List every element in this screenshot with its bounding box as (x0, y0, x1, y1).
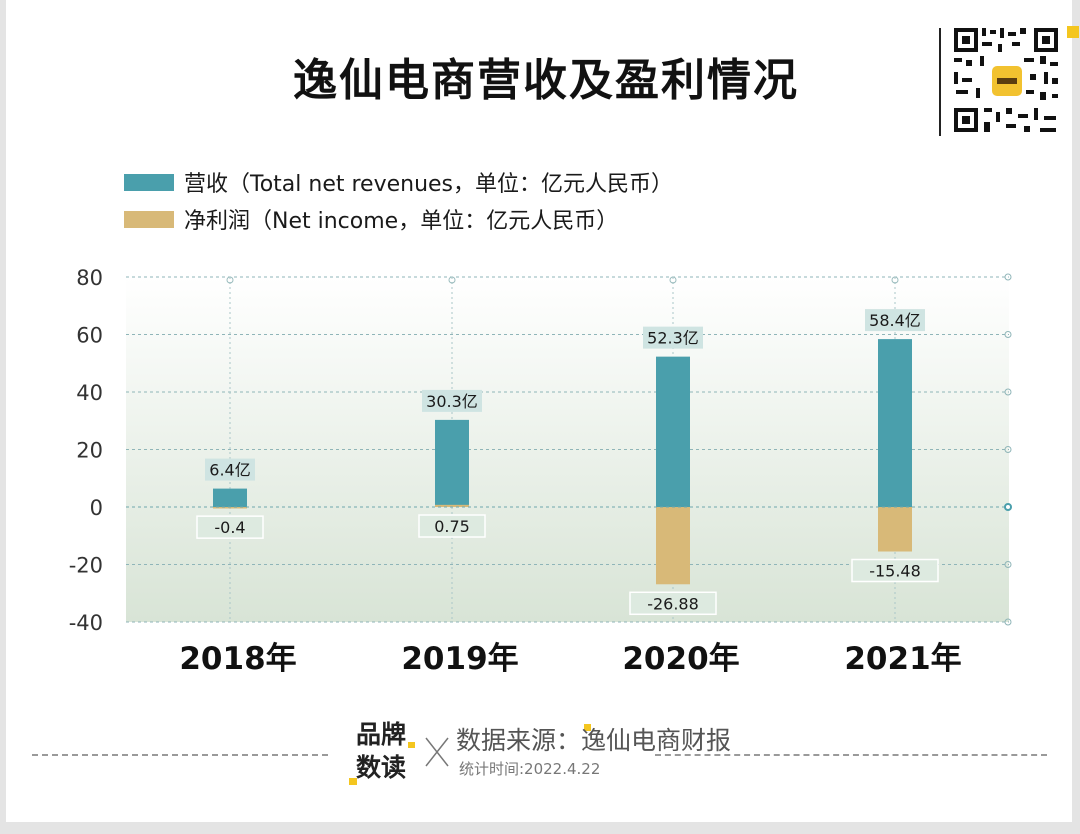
data-source: 数据来源：逸仙电商财报 (456, 726, 732, 755)
brand-accent-dot-1 (349, 778, 357, 785)
brand-accent-dot-2 (408, 742, 415, 748)
legend-label-net-income: 净利润（Net income，单位：亿元人民币） (184, 209, 619, 234)
x-tick-label: 2020年 (622, 641, 739, 677)
net-income-label-box (418, 514, 486, 538)
x-grid-marker (448, 276, 456, 284)
legend-swatch-revenue (124, 173, 174, 191)
x-grid-marker (669, 276, 677, 284)
x-grid-marker (891, 276, 899, 284)
revenue-label-box (865, 309, 925, 332)
revenue-data-label: 30.3亿 (426, 392, 478, 411)
net-income-data-label: 0.75 (434, 517, 470, 536)
stat-date: 统计时间:2022.4.22 (459, 760, 601, 778)
zero-marker (1004, 503, 1012, 511)
revenue-data-label: 52.3亿 (647, 329, 699, 348)
net-income-data-label: -15.48 (869, 562, 921, 581)
legend-swatch-net-income (124, 210, 174, 228)
qr-divider (939, 28, 941, 136)
revenue-label-box (422, 389, 482, 412)
y-tick-label: 0 (90, 496, 103, 520)
y-grid-marker (1004, 331, 1012, 338)
x-tick-label: 2018年 (179, 641, 296, 677)
y-tick-label: 40 (76, 381, 103, 405)
legend-item-net-income: 净利润（Net income，单位：亿元人民币） (124, 205, 619, 234)
page-title: 逸仙电商营收及盈利情况 (293, 55, 799, 106)
revenue-data-label: 6.4亿 (209, 461, 250, 480)
footer-divider-left (32, 754, 328, 756)
net-income-bar (435, 504, 469, 507)
net-income-label-box (851, 558, 939, 583)
y-tick-label: 60 (76, 324, 103, 348)
footer-divider-right (655, 754, 1047, 756)
revenue-data-label: 58.4亿 (869, 311, 921, 330)
revenue-bar (656, 356, 690, 507)
net-income-data-label: -0.4 (214, 518, 245, 537)
x-grid-marker (226, 276, 234, 284)
x-tick-label: 2019年 (401, 641, 518, 677)
net-income-bar (878, 507, 912, 552)
y-tick-label: -20 (69, 554, 103, 578)
revenue-label-box (643, 326, 703, 349)
brand-logo: 品牌 数读 (356, 718, 406, 784)
y-tick-label: 20 (76, 439, 103, 463)
revenue-label-box (205, 458, 255, 481)
cross-icon (425, 737, 449, 767)
qr-corner-accent (1067, 26, 1079, 38)
y-tick-label: 80 (76, 266, 103, 290)
legend-item-revenue: 营收（Total net revenues，单位：亿元人民币） (124, 168, 674, 197)
brand-line-2: 数读 (356, 753, 407, 782)
brand-line-1: 品牌 (356, 720, 407, 749)
net-income-bar (656, 507, 690, 585)
brand-accent-dot-3 (584, 724, 591, 731)
y-grid-marker (1004, 561, 1012, 568)
y-tick-label: -40 (69, 611, 103, 635)
y-grid-marker (1004, 446, 1012, 453)
revenue-bar (435, 419, 469, 507)
y-grid-marker (1004, 273, 1012, 281)
net-income-data-label: -26.88 (647, 594, 699, 613)
net-income-bar (213, 507, 247, 509)
qr-code-icon (950, 24, 1062, 136)
x-tick-label: 2021年 (844, 641, 961, 677)
revenue-bar (878, 339, 912, 507)
legend-label-revenue: 营收（Total net revenues，单位：亿元人民币） (184, 172, 674, 197)
qr-code[interactable] (936, 24, 1076, 138)
net-income-label-box (196, 515, 264, 539)
net-income-label-box (629, 591, 717, 616)
y-grid-marker (1004, 388, 1012, 396)
y-grid-marker (1004, 618, 1012, 626)
revenue-bar (213, 488, 247, 507)
